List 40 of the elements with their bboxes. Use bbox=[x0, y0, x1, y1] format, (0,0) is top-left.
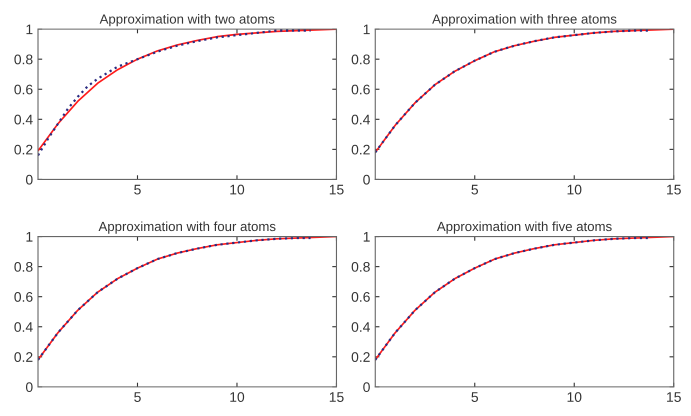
chart-title: Approximation with two atoms bbox=[100, 14, 274, 26]
y-tick-label: 0.6 bbox=[14, 84, 33, 94]
y-tick-label: 0.2 bbox=[14, 352, 32, 362]
x-tick-label: 10 bbox=[230, 184, 244, 194]
chart-title: Approximation with five atoms bbox=[436, 221, 612, 234]
y-tick-label: 0.4 bbox=[14, 322, 33, 332]
y-tick-label: 0 bbox=[26, 174, 33, 185]
x-tick-label: 10 bbox=[230, 392, 244, 402]
y-tick-label: 0.6 bbox=[352, 292, 370, 302]
y-tick-label: 0.4 bbox=[352, 114, 370, 124]
y-tick-label: 0 bbox=[363, 174, 370, 185]
chart-title: Approximation with four atoms bbox=[98, 221, 276, 234]
y-tick-label: 0.6 bbox=[352, 84, 370, 94]
y-tick-label: 0.6 bbox=[14, 292, 33, 302]
y-tick-label: 0.2 bbox=[352, 352, 370, 362]
y-tick-label: 1 bbox=[364, 232, 370, 242]
y-tick-label: 0.8 bbox=[14, 262, 33, 272]
x-tick-label: 15 bbox=[330, 184, 344, 194]
y-tick-label: 0.8 bbox=[352, 54, 370, 64]
x-tick-label: 15 bbox=[330, 392, 344, 402]
y-tick-label: 0 bbox=[363, 382, 370, 392]
x-tick-label: 10 bbox=[568, 184, 582, 194]
y-tick-label: 0 bbox=[26, 382, 33, 392]
chart-title: Approximation with three atoms bbox=[432, 14, 616, 26]
x-tick-label: 10 bbox=[568, 392, 582, 402]
y-tick-label: 0.8 bbox=[14, 54, 33, 64]
x-tick-label: 5 bbox=[134, 392, 141, 402]
x-tick-label: 5 bbox=[134, 184, 141, 194]
y-tick-label: 0.4 bbox=[14, 114, 33, 124]
y-tick-label: 1 bbox=[26, 232, 32, 242]
y-tick-label: 0.2 bbox=[352, 144, 370, 155]
y-tick-label: 0.8 bbox=[352, 262, 370, 272]
x-tick-label: 15 bbox=[667, 392, 681, 402]
x-tick-label: 5 bbox=[471, 184, 478, 194]
y-tick-label: 1 bbox=[26, 24, 32, 34]
y-tick-label: 0.2 bbox=[14, 144, 32, 155]
y-tick-label: 0.4 bbox=[352, 322, 370, 332]
y-tick-label: 1 bbox=[364, 24, 370, 34]
x-tick-label: 15 bbox=[667, 184, 681, 194]
x-tick-label: 5 bbox=[471, 392, 478, 402]
